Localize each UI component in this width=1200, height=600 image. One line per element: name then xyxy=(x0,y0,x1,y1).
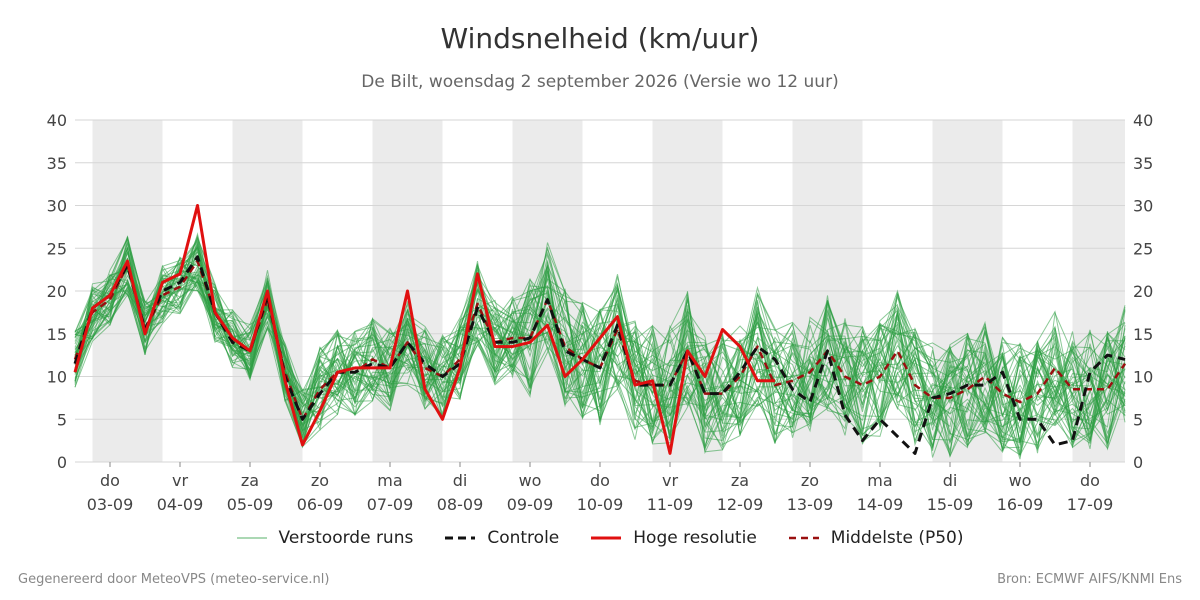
x-axis: do 03-09 vr 04-09 za 05-09 zo 06-09 ma 07-09 di 08-… xyxy=(87,462,1114,514)
y-tick-label: 30 xyxy=(47,197,67,216)
y-tick-label: 40 xyxy=(1133,111,1153,130)
ensemble-run-line xyxy=(74,257,1126,453)
x-tick-date: 09-09 xyxy=(507,495,554,514)
x-tick-weekday: do xyxy=(1080,471,1100,490)
y-tick-label: 25 xyxy=(1133,239,1153,258)
footer-credit: Gegenereerd door MeteoVPS (meteo-service… xyxy=(18,572,330,587)
x-tick-date: 05-09 xyxy=(227,495,274,514)
x-tick-weekday: za xyxy=(241,471,259,490)
x-tick-weekday: vr xyxy=(172,471,188,490)
y-tick-label: 30 xyxy=(1133,197,1153,216)
legend-label-ensemble: Verstoorde runs xyxy=(278,528,414,548)
x-tick-weekday: zo xyxy=(311,471,329,490)
y-tick-label: 10 xyxy=(47,368,67,387)
y-tick-label: 35 xyxy=(1133,154,1153,173)
legend-item-ensemble[interactable]: Verstoorde runs xyxy=(236,528,414,548)
x-tick-date: 07-09 xyxy=(367,495,414,514)
x-tick-date: 03-09 xyxy=(87,495,134,514)
y-tick-label: 20 xyxy=(1133,282,1153,301)
y-tick-label: 35 xyxy=(47,154,67,173)
legend: Verstoorde runs Controle Hoge resolutie … xyxy=(0,528,1200,548)
y-tick-label: 15 xyxy=(47,325,67,344)
x-tick-weekday: di xyxy=(453,471,468,490)
x-tick-date: 12-09 xyxy=(717,495,764,514)
x-tick-weekday: zo xyxy=(801,471,819,490)
ensemble-run-line xyxy=(74,242,1126,446)
x-tick-weekday: wo xyxy=(1009,471,1032,490)
y-tick-label: 15 xyxy=(1133,325,1153,344)
x-tick-weekday: di xyxy=(943,471,958,490)
x-tick-weekday: za xyxy=(731,471,749,490)
x-tick-weekday: do xyxy=(100,471,120,490)
legend-item-median[interactable]: Middelste (P50) xyxy=(788,528,964,548)
legend-label-hires: Hoge resolutie xyxy=(633,528,757,548)
footer-source: Bron: ECMWF AIFS/KNMI Ens xyxy=(997,572,1182,587)
legend-item-control[interactable]: Controle xyxy=(445,528,559,548)
legend-swatch-median xyxy=(788,532,819,544)
ensemble-run-line xyxy=(74,276,1126,449)
y-tick-label: 0 xyxy=(1133,453,1143,472)
y-tick-label: 25 xyxy=(47,239,67,258)
x-tick-date: 10-09 xyxy=(577,495,624,514)
legend-swatch-hires xyxy=(591,532,622,544)
x-tick-date: 16-09 xyxy=(997,495,1044,514)
legend-label-control: Controle xyxy=(487,528,560,548)
y-tick-label: 5 xyxy=(57,410,67,429)
legend-swatch-control xyxy=(445,532,476,544)
ensemble-run-line xyxy=(74,257,1126,450)
x-tick-date: 14-09 xyxy=(857,495,904,514)
x-tick-date: 06-09 xyxy=(297,495,344,514)
y-tick-label: 5 xyxy=(1133,410,1143,429)
y-tick-label: 0 xyxy=(57,453,67,472)
x-tick-weekday: ma xyxy=(377,471,402,490)
x-tick-date: 04-09 xyxy=(157,495,204,514)
x-tick-weekday: do xyxy=(590,471,610,490)
x-tick-weekday: ma xyxy=(867,471,892,490)
x-tick-date: 08-09 xyxy=(437,495,484,514)
hires-line xyxy=(73,204,775,455)
ensemble-run-line xyxy=(74,268,1126,439)
x-tick-date: 17-09 xyxy=(1067,495,1114,514)
control-line xyxy=(73,255,1126,455)
y-tick-label: 10 xyxy=(1133,368,1153,387)
chart-subtitle: De Bilt, woensdag 2 september 2026 (Vers… xyxy=(361,72,839,92)
x-tick-weekday: wo xyxy=(519,471,542,490)
y-axis-right: 0 5 10 15 20 25 30 35 40 xyxy=(1133,111,1153,472)
legend-label-median: Middelste (P50) xyxy=(830,528,964,548)
ensemble-run-line xyxy=(74,241,1126,443)
y-tick-label: 40 xyxy=(47,111,67,130)
ensemble-run-line xyxy=(74,246,1126,454)
ensemble-runs xyxy=(74,232,1126,460)
ensemble-run-line xyxy=(74,235,1126,455)
chart-title: Windsnelheid (km/uur) xyxy=(440,22,760,55)
legend-swatch-ensemble xyxy=(236,532,267,544)
y-tick-label: 20 xyxy=(47,282,67,301)
y-axis-left: 0 5 10 15 20 25 30 35 40 xyxy=(47,111,67,472)
x-tick-date: 11-09 xyxy=(647,495,694,514)
main-series xyxy=(73,204,1127,455)
legend-item-hires[interactable]: Hoge resolutie xyxy=(591,528,757,548)
x-tick-weekday: vr xyxy=(662,471,678,490)
x-tick-date: 13-09 xyxy=(787,495,834,514)
x-tick-date: 15-09 xyxy=(927,495,974,514)
